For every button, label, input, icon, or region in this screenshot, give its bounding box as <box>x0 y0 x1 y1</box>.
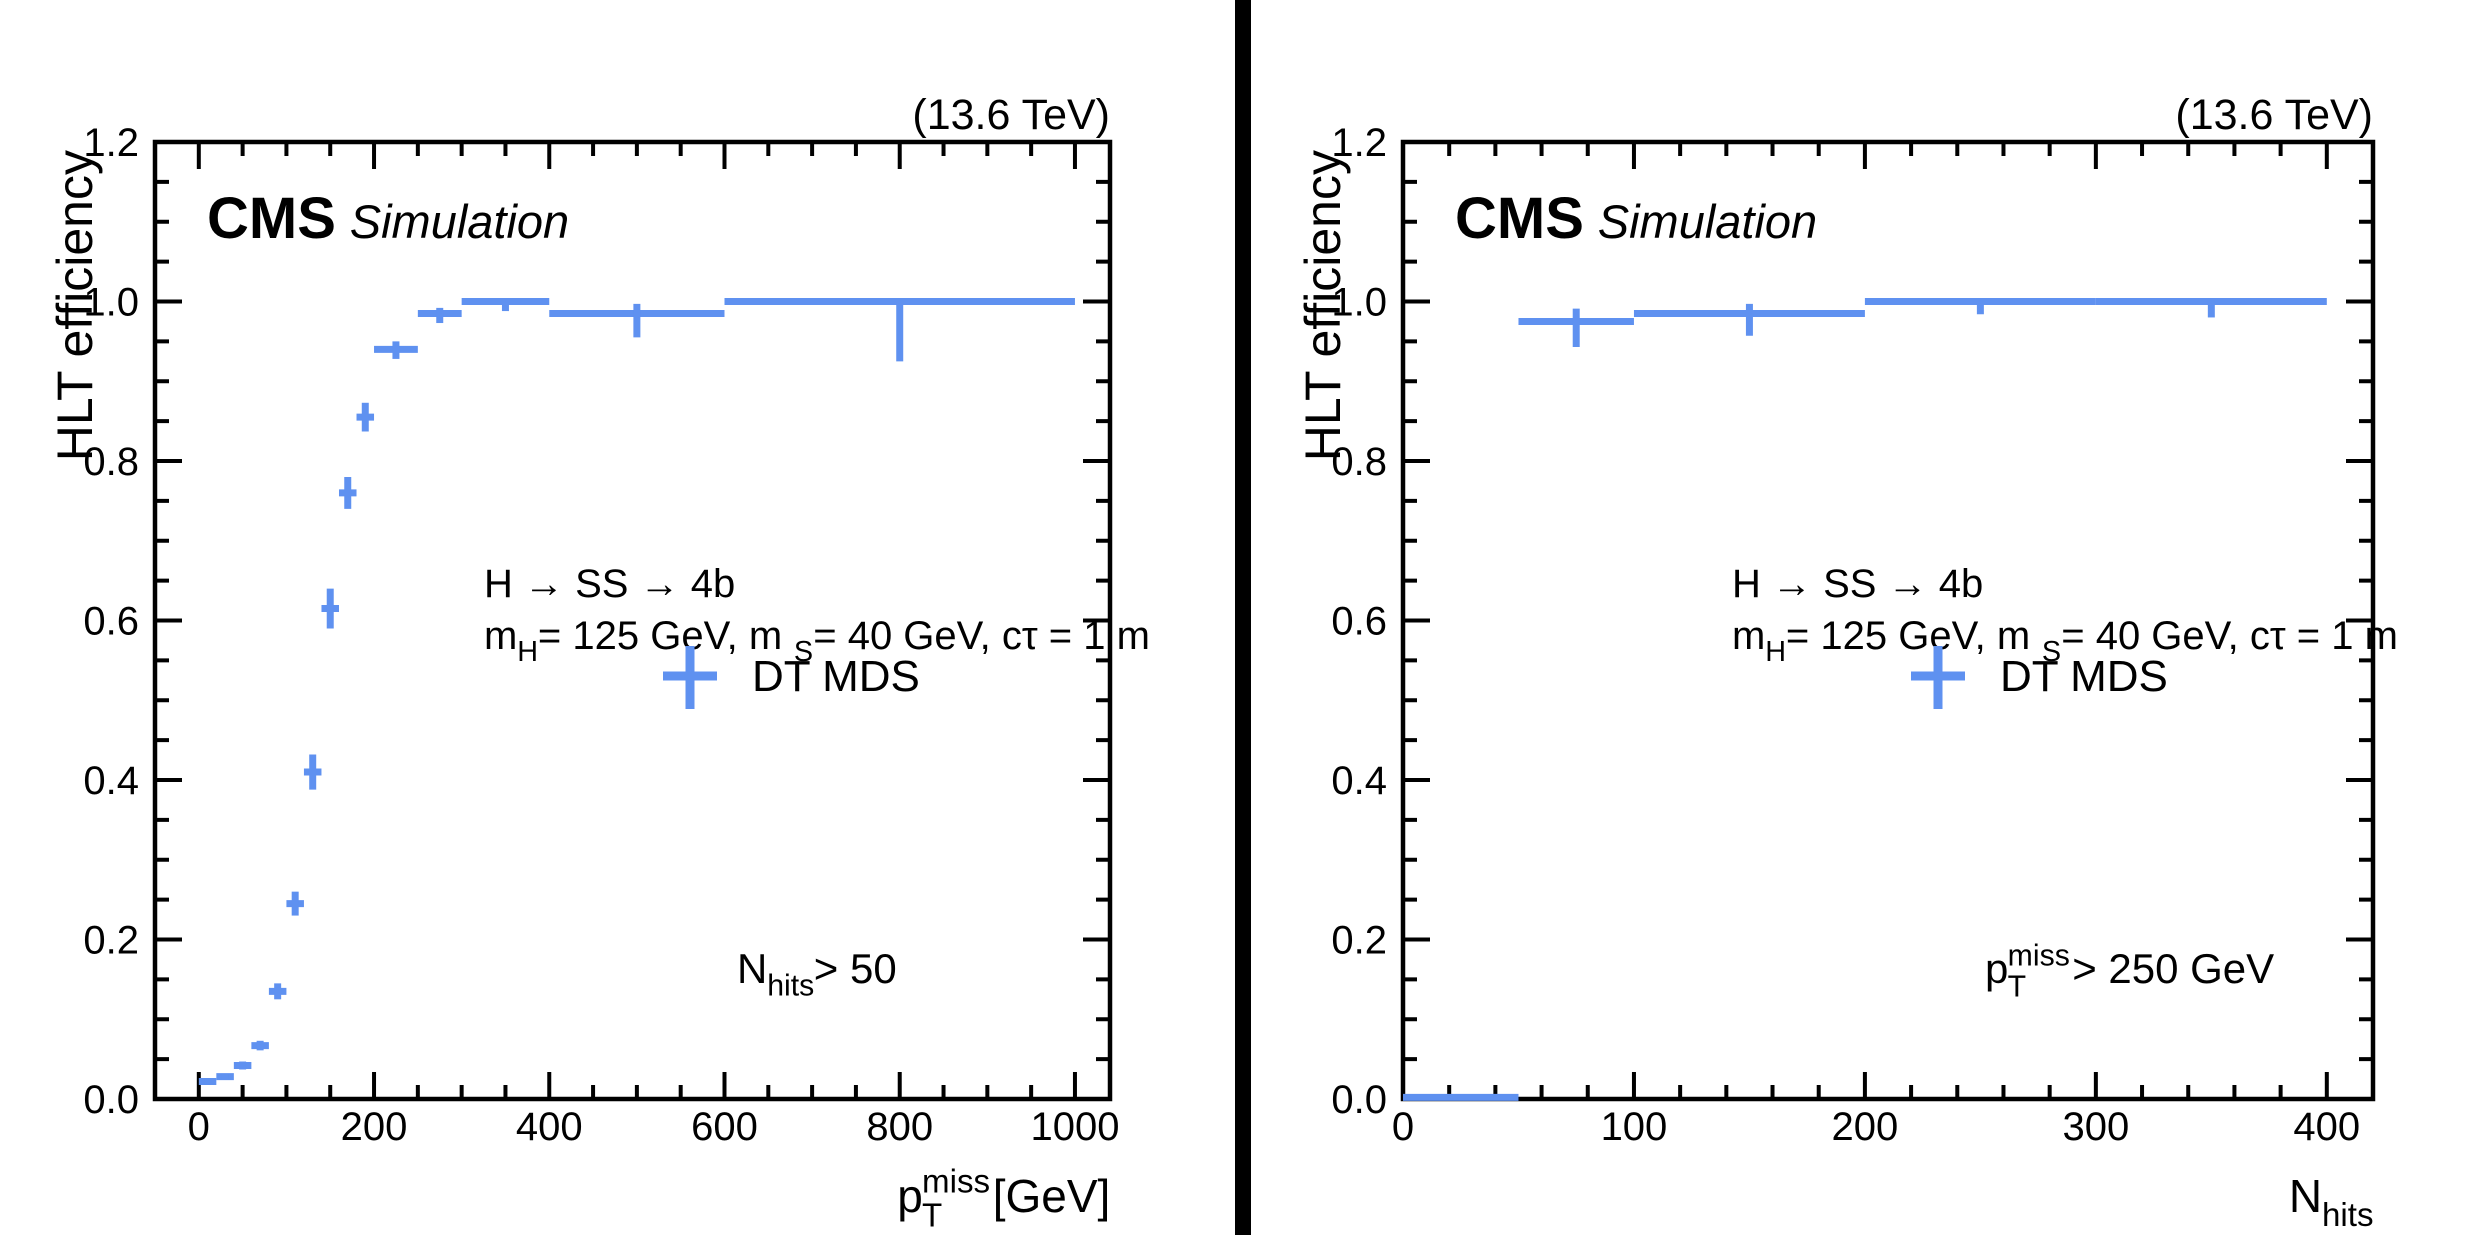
mass-parameters-label: m <box>1732 614 1765 658</box>
x-tick-label: 300 <box>2062 1105 2129 1149</box>
selection-label-sub: T <box>2008 970 2026 1003</box>
y-axis-title: HLT efficiency <box>1295 150 1351 461</box>
x-tick-label: 0 <box>1392 1105 1414 1149</box>
x-tick-label: 400 <box>516 1105 583 1149</box>
mass-parameters-label: = 125 GeV, m <box>538 614 782 658</box>
selection-label-sup: miss <box>2008 939 2070 972</box>
x-axis-title: [GeV] <box>993 1170 1111 1222</box>
process-label: H → SS → 4b <box>1732 562 1983 606</box>
mass-parameters-label: = 125 GeV, m <box>1786 614 2030 658</box>
process-label: H → SS → 4b <box>484 562 735 606</box>
y-tick-label: 0.0 <box>83 1078 139 1122</box>
experiment-label: CMS <box>207 186 336 251</box>
lumi-label: (13.6 TeV) <box>912 91 1110 139</box>
mass-parameters-label: m <box>484 614 517 658</box>
x-tick-label: 100 <box>1601 1105 1668 1149</box>
legend-label: DT MDS <box>2000 652 2168 701</box>
x-axis-title: hits <box>2322 1197 2374 1234</box>
legend: DT MDS <box>663 646 920 709</box>
y-axis-title: HLT efficiency <box>47 150 103 461</box>
y-tick-label: 0.8 <box>83 440 139 484</box>
x-axis-title-sub: T <box>922 1198 942 1235</box>
y-tick-label: 1.0 <box>1331 281 1387 325</box>
x-axis-title: N <box>2289 1170 2322 1222</box>
y-tick-label: 1.0 <box>83 281 139 325</box>
data-series <box>198 298 1075 1085</box>
x-tick-label: 400 <box>2293 1105 2360 1149</box>
y-tick-label: 0.0 <box>1331 1078 1387 1122</box>
mass-parameters-label: S <box>2042 636 2061 668</box>
axes: 0 100 200 300 400 0.0 0.2 0.4 0.6 0.8 1.0 1.2 <box>1331 121 2376 1149</box>
selection-label: > 50 <box>814 945 897 992</box>
axes: 0 200 400 600 800 1000 0.0 0.2 0.4 0.6 0.8 1.0 1.2 <box>83 121 1119 1149</box>
x-axis-title: p <box>897 1170 923 1222</box>
legend-label: DT MDS <box>752 652 920 701</box>
legend: DT MDS <box>1911 646 2168 709</box>
selection-label: hits <box>767 970 814 1003</box>
mass-parameters-label: = 40 GeV, cτ = 1 m <box>2061 614 2398 658</box>
y-tick-label: 0.4 <box>1331 759 1387 803</box>
mass-parameters-label: = 40 GeV, cτ = 1 m <box>813 614 1150 658</box>
x-axis-title-sup: miss <box>922 1164 990 1201</box>
y-tick-label: 0.2 <box>1331 919 1387 963</box>
selection-label: > 250 GeV <box>2072 945 2274 992</box>
experiment-mode-label: Simulation <box>1598 195 1817 248</box>
selection-label: N <box>737 945 767 992</box>
y-tick-label: 0.2 <box>83 919 139 963</box>
mass-parameters-label: H <box>1765 636 1786 668</box>
experiment-mode-label: Simulation <box>350 195 569 248</box>
panel-divider <box>1235 0 1251 1235</box>
x-tick-label: 0 <box>188 1105 210 1149</box>
data-series <box>1403 298 2327 1101</box>
lumi-label: (13.6 TeV) <box>2175 91 2373 139</box>
x-tick-label: 200 <box>1832 1105 1899 1149</box>
x-tick-label: 600 <box>691 1105 758 1149</box>
y-tick-label: 1.2 <box>83 121 139 165</box>
x-tick-label: 1000 <box>1030 1105 1119 1149</box>
x-tick-label: 200 <box>341 1105 408 1149</box>
experiment-label: CMS <box>1455 186 1584 251</box>
y-tick-label: 1.2 <box>1331 121 1387 165</box>
y-tick-label: 0.8 <box>1331 440 1387 484</box>
mass-parameters-label: S <box>794 636 813 668</box>
y-tick-label: 0.4 <box>83 759 139 803</box>
selection-label: p <box>1985 945 2008 992</box>
panel-left: 0 200 400 600 800 1000 0.0 0.2 0.4 0.6 0.8 1.0 1.2HL… <box>47 91 1150 1235</box>
y-tick-label: 0.6 <box>1331 600 1387 644</box>
y-tick-label: 0.6 <box>83 600 139 644</box>
mass-parameters-label: H <box>517 636 538 668</box>
x-tick-label: 800 <box>866 1105 933 1149</box>
